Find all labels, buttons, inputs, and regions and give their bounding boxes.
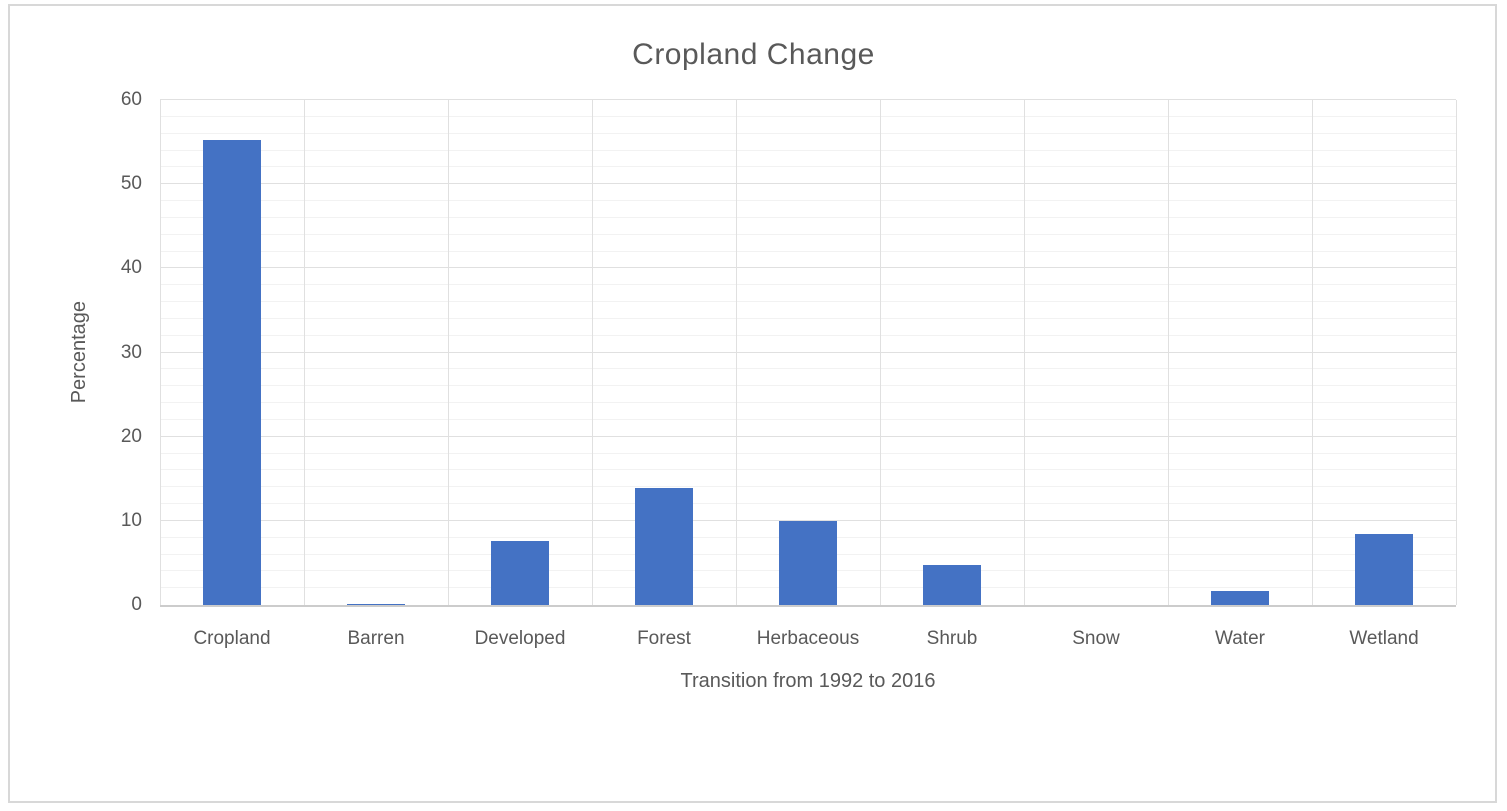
category-label-herbaceous: Herbaceous (756, 628, 860, 649)
minor-gridline (160, 486, 1456, 488)
major-gridline (160, 435, 1456, 437)
minor-gridline (160, 402, 1456, 403)
minor-gridline (160, 452, 1456, 454)
bar-developed (491, 541, 549, 605)
minor-gridline (160, 216, 1456, 218)
minor-gridline (160, 301, 1456, 302)
y-tick-label-20: 20 (120, 426, 142, 447)
vertical-gridline (1168, 100, 1169, 605)
vertical-gridline (1312, 100, 1313, 605)
category-label-developed: Developed (474, 628, 566, 649)
minor-gridline (160, 149, 1456, 151)
y-tick-label-0: 0 (131, 594, 142, 615)
category-label-forest: Forest (637, 628, 691, 649)
major-gridline (160, 99, 1456, 100)
minor-gridline (160, 115, 1456, 117)
vertical-gridline (592, 100, 593, 605)
category-label-snow: Snow (1072, 628, 1120, 649)
bar-shrub (923, 564, 981, 605)
minor-gridline (160, 233, 1456, 235)
chart-title: Cropland Change (632, 38, 875, 71)
category-label-wetland: Wetland (1349, 628, 1419, 649)
vertical-gridline (880, 100, 881, 605)
vertical-gridline (160, 100, 161, 605)
y-tick-label-10: 10 (120, 510, 142, 531)
bar-wetland (1355, 534, 1413, 605)
bar-barren (347, 604, 405, 605)
minor-gridline (160, 385, 1456, 387)
plot-area (160, 99, 1457, 607)
minor-gridline (160, 418, 1456, 420)
y-tick-label-30: 30 (120, 342, 142, 363)
category-label-cropland: Cropland (193, 628, 271, 649)
bar-cropland (203, 140, 261, 605)
major-gridline (160, 519, 1456, 521)
minor-gridline (160, 469, 1456, 471)
minor-gridline (160, 334, 1456, 336)
y-tick-label-50: 50 (120, 173, 142, 194)
vertical-gridline (736, 100, 737, 605)
minor-gridline (160, 200, 1456, 201)
minor-gridline (160, 317, 1456, 319)
major-gridline (160, 183, 1456, 185)
minor-gridline (160, 250, 1456, 252)
bar-herbaceous (779, 520, 837, 605)
vertical-gridline (1024, 100, 1025, 605)
y-tick-label-60: 60 (120, 89, 142, 110)
minor-gridline (160, 503, 1456, 504)
x-axis-title: Transition from 1992 to 2016 (680, 670, 936, 692)
minor-gridline (160, 166, 1456, 168)
major-gridline (160, 351, 1456, 353)
y-axis-title: Percentage (67, 301, 90, 404)
category-label-barren: Barren (347, 628, 405, 649)
vertical-gridline (448, 100, 449, 605)
category-label-shrub: Shrub (926, 628, 978, 649)
vertical-gridline (304, 100, 305, 605)
minor-gridline (160, 284, 1456, 286)
bar-water (1211, 590, 1269, 605)
minor-gridline (160, 368, 1456, 370)
vertical-gridline (1456, 100, 1457, 605)
major-gridline (160, 267, 1456, 269)
minor-gridline (160, 132, 1456, 134)
y-tick-label-40: 40 (120, 257, 142, 278)
category-label-water: Water (1215, 628, 1265, 649)
bar-forest (635, 488, 693, 605)
